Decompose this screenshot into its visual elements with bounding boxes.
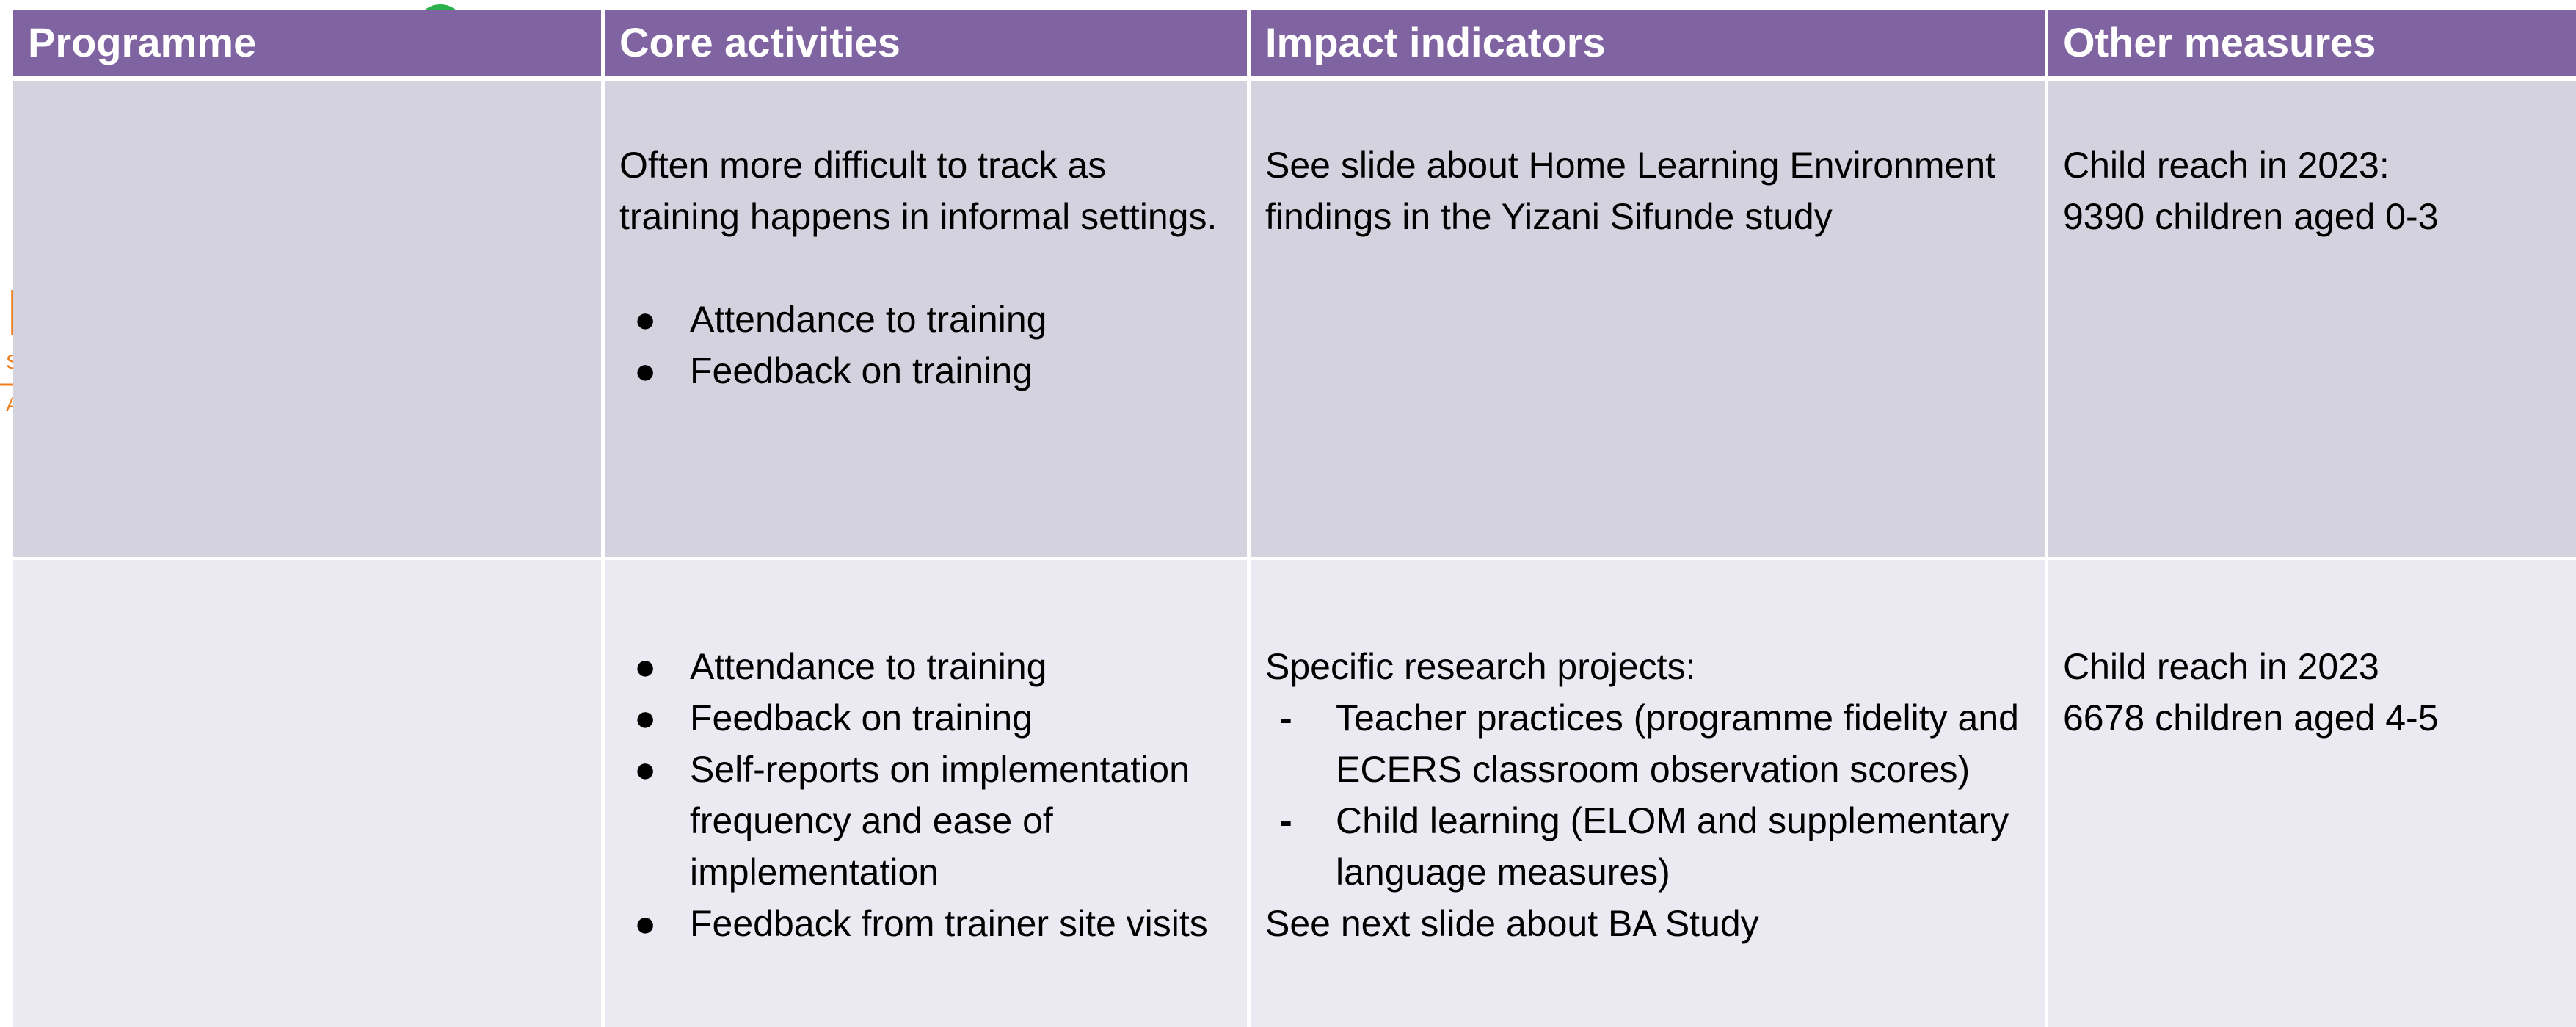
dash-text: Teacher practices (programme fidelity an… — [1336, 697, 2019, 790]
bullet-marker: ● — [634, 299, 657, 340]
bullet-item: ● Feedback on training — [619, 692, 1235, 744]
bullet-text: Attendance to training — [690, 646, 1047, 687]
header-cell: Impact indicators — [1251, 10, 2045, 76]
bullet-marker: ● — [634, 749, 657, 790]
bullet-marker: ● — [634, 646, 657, 687]
paragraph: Specific research projects: — [1265, 646, 1696, 687]
bullet-marker: ● — [634, 350, 657, 391]
table-cell: Child reach in 2023 6678 children aged 4-… — [2048, 560, 2576, 1027]
bullet-item: ● Feedback from trainer site visits — [619, 898, 1235, 949]
table-cell: Often more difficult to track as trainin… — [605, 81, 1247, 557]
dash-marker: - — [1280, 697, 1292, 739]
table-cell: Child reach in 2023: 9390 children aged 0… — [2048, 81, 2576, 557]
bullet-marker: ● — [634, 903, 657, 944]
bullet-marker: ● — [634, 697, 657, 739]
bullet-item: ● Attendance to training — [619, 294, 1235, 345]
bullet-item: ● Attendance to training — [619, 641, 1235, 692]
bullet-item: ● Self-reports on implementation frequenc… — [619, 744, 1235, 898]
dash-item: - Teacher practices (programme fidelity a… — [1265, 692, 2034, 795]
bullet-item: ● Feedback on training — [619, 345, 1235, 396]
bullet-text: Self-reports on implementation frequency… — [690, 749, 1190, 893]
text-line: Child reach in 2023: — [2063, 145, 2390, 186]
paragraph: See next slide about BA Study — [1265, 903, 1759, 944]
paragraph: Often more difficult to track as trainin… — [619, 145, 1218, 237]
bullet-text: Feedback on training — [690, 697, 1033, 739]
table-cell — [13, 81, 601, 557]
bullet-text: Feedback on training — [690, 350, 1033, 391]
table-cell: ● Attendance to training ● Feedback on trai… — [605, 560, 1247, 1027]
dash-item: - Child learning (ELOM and supplementary … — [1265, 795, 2034, 898]
bullet-text: Attendance to training — [690, 299, 1047, 340]
header-cell: Programme — [13, 10, 601, 76]
dash-marker: - — [1280, 800, 1292, 841]
table-cell: See slide about Home Learning Environmen… — [1251, 81, 2045, 557]
dash-text: Child learning (ELOM and supplementary l… — [1336, 800, 2009, 893]
bullet-text: Feedback from trainer site visits — [690, 903, 1208, 944]
text-line: 6678 children aged 4-5 — [2063, 697, 2439, 739]
table-cell — [13, 560, 601, 1027]
header-cell: Other measures — [2048, 10, 2576, 76]
text-line: Child reach in 2023 — [2063, 646, 2379, 687]
text-line: 9390 children aged 0-3 — [2063, 196, 2439, 237]
table-cell: Specific research projects: - Teacher prac… — [1251, 560, 2045, 1027]
paragraph: See slide about Home Learning Environmen… — [1265, 145, 1996, 237]
header-cell: Core activities — [605, 10, 1247, 76]
